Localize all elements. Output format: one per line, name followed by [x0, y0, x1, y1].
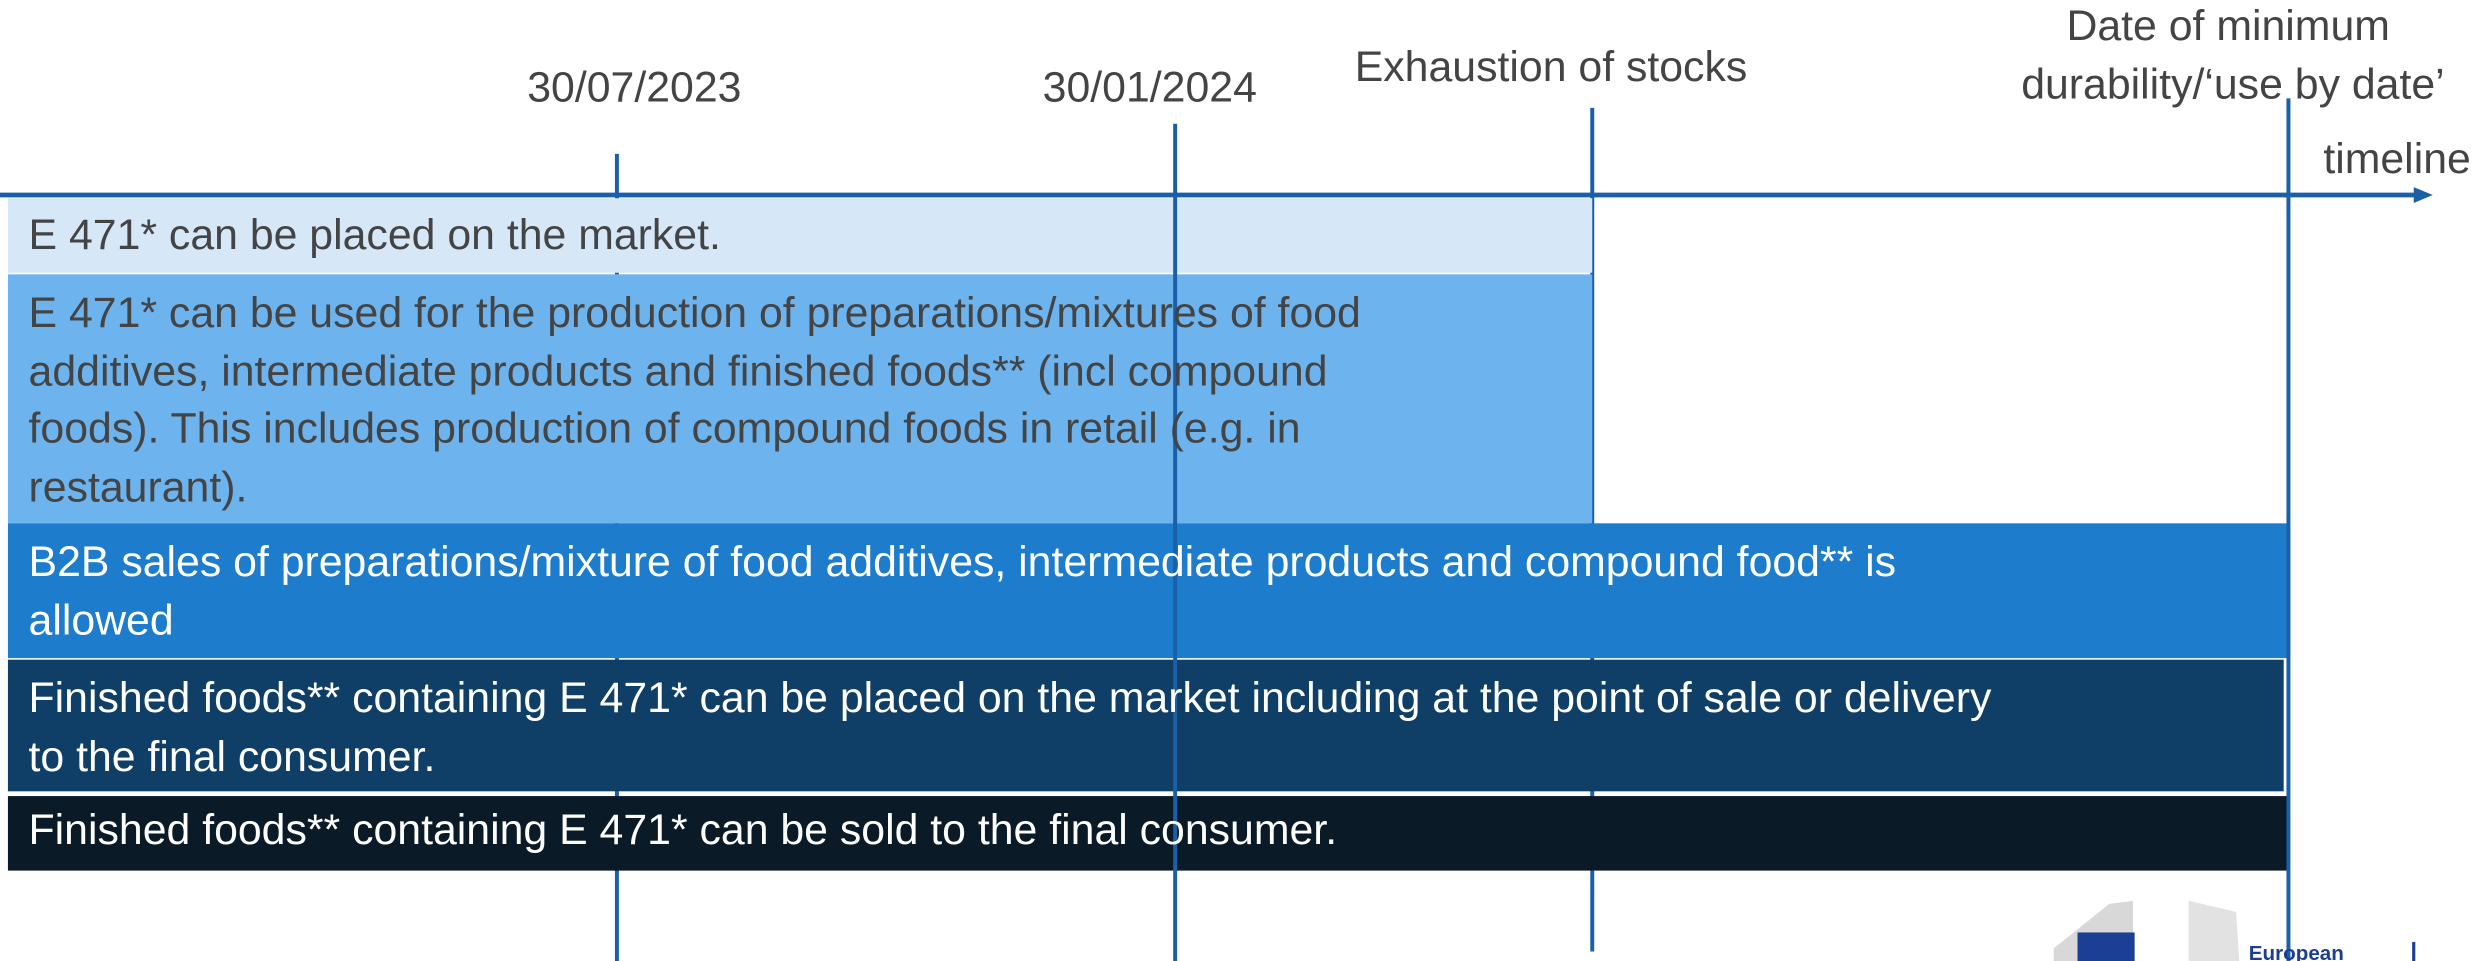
phase-text: foods). This includes production of comp…	[29, 405, 1301, 453]
marker-label: Date of minimum	[2066, 2, 2389, 50]
marker-label: durability/‘use by date’	[2021, 61, 2444, 109]
marker-label: 30/07/2023	[527, 64, 741, 112]
phase-bar	[7, 796, 2287, 871]
phase-text: restaurant).	[29, 463, 248, 511]
phase-text: additives, intermediate products and fin…	[29, 348, 1328, 396]
phase-bar	[7, 198, 1593, 273]
phase-text: E 471* can be used for the production of…	[29, 289, 1361, 337]
phase-bar	[7, 274, 1593, 524]
axis-arrow	[2413, 187, 2433, 203]
phase-bar	[7, 659, 2284, 792]
phase-bar	[7, 523, 2287, 659]
marker-label: 30/01/2024	[1043, 64, 1257, 112]
phase-text: B2B sales of preparations/mixture of foo…	[29, 538, 1897, 586]
phase-text: allowed	[29, 597, 174, 645]
phase-text: E 471* can be placed on the market.	[29, 211, 721, 259]
logo: European	[2053, 900, 2416, 961]
logo-text: European	[2249, 942, 2344, 961]
phase-text: Finished foods** containing E 471* can b…	[29, 806, 1338, 854]
phase-text: Finished foods** containing E 471* can b…	[29, 674, 1992, 722]
marker-label: Exhaustion of stocks	[1355, 43, 1748, 91]
axis-label: timeline	[2323, 135, 2470, 183]
phase-text: to the final consumer.	[29, 733, 436, 781]
